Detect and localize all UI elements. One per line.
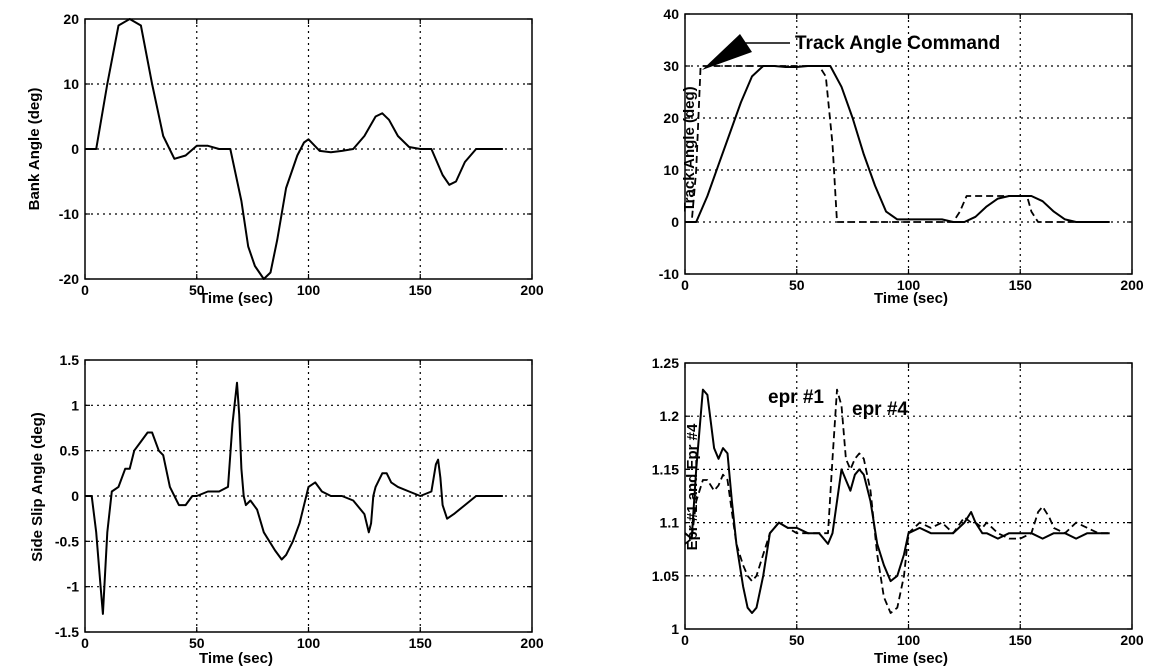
y-tick-label: 1.1: [660, 515, 680, 531]
solid-series-line: [85, 18, 503, 280]
y-tick-label: 10: [663, 162, 679, 178]
x-tick-label: 0: [81, 282, 89, 298]
y-tick-label: 0.5: [60, 443, 80, 459]
annotation-arrowhead: [702, 34, 752, 70]
solid-series-line: [85, 381, 503, 615]
dashed-series-line: [685, 65, 1110, 223]
y-tick-label: -10: [659, 266, 679, 282]
solid-series-line: [685, 65, 1110, 223]
y-tick-label: 20: [663, 110, 679, 126]
y-tick-label: 1: [71, 397, 79, 413]
x-tick-label: 200: [1120, 632, 1144, 648]
bank-angle-chart: Time (sec) Bank Angle (deg) 0 50 100 150 200…: [26, 11, 544, 307]
x-tick-label: 150: [1009, 277, 1033, 293]
y-tick-label: -1.5: [55, 624, 79, 640]
x-tick-label: 150: [1009, 632, 1033, 648]
track-angle-command-annotation: Track Angle Command: [795, 33, 1000, 54]
x-tick-label: 0: [681, 632, 689, 648]
x-axis-label: Time (sec): [199, 290, 273, 307]
y-tick-label: 1.15: [652, 461, 679, 477]
x-tick-label: 100: [297, 282, 321, 298]
track-angle-chart: Time (sec) Track Angle (deg) Track Angle…: [659, 6, 1144, 307]
side-slip-angle-chart: Time (sec) Side Slip Angle (deg) 0 50 100 1…: [29, 352, 544, 667]
y-tick-label: 1.25: [652, 355, 679, 371]
x-tick-label: 0: [81, 635, 89, 651]
y-tick-label: 1.05: [652, 568, 679, 584]
y-tick-label: 30: [663, 58, 679, 74]
epr4-annotation: epr #4: [852, 399, 908, 420]
x-tick-label: 150: [409, 282, 433, 298]
x-tick-label: 200: [1120, 277, 1144, 293]
x-tick-label: 50: [789, 277, 805, 293]
y-tick-label: 0: [671, 214, 679, 230]
y-tick-label: 40: [663, 6, 679, 22]
x-tick-label: 50: [789, 632, 805, 648]
x-tick-label: 100: [297, 635, 321, 651]
x-tick-label: 100: [897, 277, 921, 293]
y-tick-label: -20: [59, 271, 79, 287]
x-tick-label: 100: [897, 632, 921, 648]
x-tick-label: 150: [409, 635, 433, 651]
epr-chart: Time (sec) Epr #1 and Epr #4 epr #1 epr …: [652, 355, 1144, 667]
dashed-series-line: [684, 388, 1110, 614]
y-tick-label: 1: [671, 621, 679, 637]
x-axis-label: Time (sec): [874, 650, 948, 667]
x-tick-label: 50: [189, 282, 205, 298]
x-axis-label: Time (sec): [199, 650, 273, 667]
y-tick-label: 0: [71, 488, 79, 504]
y-axis-label: Bank Angle (deg): [26, 88, 43, 211]
y-tick-label: 10: [63, 76, 79, 92]
x-tick-label: 200: [520, 282, 544, 298]
x-tick-label: 50: [189, 635, 205, 651]
y-axis-label: Track Angle (deg): [681, 86, 698, 211]
y-tick-label: 1.5: [60, 352, 80, 368]
y-tick-label: -0.5: [55, 533, 79, 549]
y-tick-label: 1.2: [660, 408, 680, 424]
y-tick-label: -10: [59, 206, 79, 222]
y-tick-label: 20: [63, 11, 79, 27]
x-tick-label: 0: [681, 277, 689, 293]
x-tick-label: 200: [520, 635, 544, 651]
x-axis-label: Time (sec): [874, 290, 948, 307]
solid-series-line: [684, 388, 1110, 614]
y-tick-label: 0: [71, 141, 79, 157]
epr1-annotation: epr #1: [768, 387, 824, 408]
y-tick-label: -1: [67, 579, 80, 595]
y-axis-label: Side Slip Angle (deg): [29, 412, 46, 561]
